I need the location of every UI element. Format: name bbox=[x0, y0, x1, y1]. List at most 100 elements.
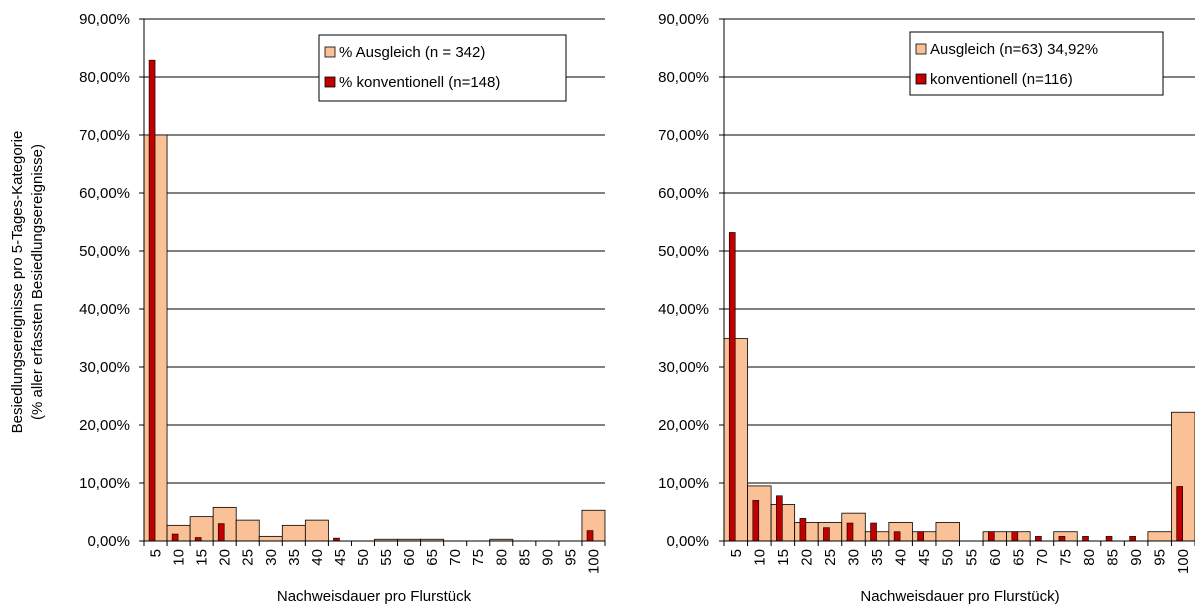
legend-box bbox=[318, 34, 567, 102]
bar-konventionell bbox=[171, 533, 179, 542]
bar-konventionell bbox=[1176, 486, 1183, 542]
x-tick-label: 20 bbox=[217, 549, 234, 566]
bar-ausgleich bbox=[888, 522, 913, 542]
legend-swatch-ausgleich bbox=[324, 46, 336, 58]
x-tick-label: 75 bbox=[470, 549, 487, 566]
bar-ausgleich bbox=[281, 524, 306, 542]
bar-ausgleich bbox=[581, 509, 606, 542]
y-tick-label: 60,00% bbox=[79, 185, 130, 202]
y-tick-label: 30,00% bbox=[658, 359, 709, 376]
x-tick-label: 60 bbox=[987, 549, 1004, 566]
left-chart: 0,00% 10,00% 20,00% 30,00% 40,00% 50,00% 60,00… bbox=[9, 11, 606, 605]
bar-konventionell bbox=[799, 518, 807, 542]
bar-konventionell bbox=[752, 500, 760, 542]
y-tick-label: 50,00% bbox=[658, 243, 709, 260]
x-tick-label: 45 bbox=[332, 549, 349, 566]
bar-konventionell bbox=[1058, 536, 1066, 542]
x-tick-label: 95 bbox=[562, 549, 579, 566]
bar-konventionell bbox=[1105, 536, 1113, 542]
y-tick-label: 70,00% bbox=[79, 127, 130, 144]
bar-konventionell bbox=[917, 531, 924, 542]
y-tick-label: 40,00% bbox=[79, 301, 130, 318]
y-axis-label: Besiedlungsereignisse pro 5-Tages-Katego… bbox=[9, 131, 26, 434]
y-tick-label: 80,00% bbox=[79, 69, 130, 86]
x-tick-label: 70 bbox=[1034, 549, 1051, 566]
bar-ausgleich bbox=[747, 485, 772, 542]
x-tick-label: 25 bbox=[240, 549, 257, 566]
x-tick-label: 90 bbox=[539, 549, 556, 566]
y-tick-label: 0,00% bbox=[666, 533, 709, 550]
x-tick-label: 45 bbox=[916, 549, 933, 566]
x-tick-label: 35 bbox=[869, 549, 886, 566]
bar-konventionell bbox=[728, 232, 736, 542]
bar-ausgleich bbox=[770, 504, 796, 542]
x-tick-label: 10 bbox=[171, 549, 188, 566]
x-tick-label: 65 bbox=[424, 549, 441, 566]
bar-konventionell bbox=[1082, 536, 1089, 542]
bar-ausgleich bbox=[864, 531, 890, 542]
bar-ausgleich bbox=[723, 338, 748, 542]
bar-ausgleich bbox=[1171, 411, 1195, 542]
x-tick-label: 20 bbox=[798, 549, 815, 566]
legend-swatch-ausgleich bbox=[915, 43, 927, 55]
bar-ausgleich bbox=[304, 519, 329, 542]
bar-konventionell bbox=[893, 531, 901, 542]
bar-ausgleich bbox=[212, 506, 237, 542]
bar-ausgleich bbox=[143, 134, 168, 542]
bar-ausgleich bbox=[258, 535, 283, 542]
x-tick-label: 5 bbox=[728, 549, 745, 557]
x-tick-label: 55 bbox=[378, 549, 395, 566]
x-tick-label: 40 bbox=[309, 549, 326, 566]
y-tick-label: 20,00% bbox=[79, 417, 130, 434]
x-tick-label: 10 bbox=[751, 549, 768, 566]
y-tick-label: 0,00% bbox=[87, 533, 130, 550]
bar-konventionell bbox=[870, 522, 877, 542]
x-tick-label: 90 bbox=[1128, 549, 1145, 566]
bar-konventionell bbox=[1011, 531, 1019, 542]
y-axis-label: (% aller erfassten Besiedlungsereignisse… bbox=[29, 144, 46, 420]
x-tick-label: 25 bbox=[822, 549, 839, 566]
bar-ausgleich bbox=[166, 524, 191, 542]
legend-box bbox=[909, 31, 1164, 96]
x-tick-label: 80 bbox=[1081, 549, 1098, 566]
y-tick-label: 60,00% bbox=[658, 185, 709, 202]
bar-ausgleich bbox=[235, 519, 260, 542]
legend-swatch-konventionell bbox=[324, 76, 336, 88]
bar-konventionell bbox=[148, 59, 156, 542]
x-tick-label: 85 bbox=[516, 549, 533, 566]
y-tick-label: 50,00% bbox=[79, 243, 130, 260]
x-tick-label: 30 bbox=[263, 549, 280, 566]
bar-ausgleich bbox=[841, 512, 866, 542]
legend-swatch-konventionell bbox=[915, 73, 927, 85]
legend-label: % Ausgleich (n = 342) bbox=[339, 44, 485, 61]
bar-ausgleich bbox=[794, 522, 819, 542]
bar-konventionell bbox=[823, 527, 830, 542]
x-tick-label: 75 bbox=[1057, 549, 1074, 566]
y-tick-label: 10,00% bbox=[658, 475, 709, 492]
y-tick-label: 80,00% bbox=[658, 69, 709, 86]
legend-label: % konventionell (n=148) bbox=[339, 74, 500, 91]
bar-ausgleich bbox=[817, 522, 843, 542]
y-tick-label: 30,00% bbox=[79, 359, 130, 376]
bar-ausgleich bbox=[982, 531, 1007, 542]
x-tick-label: 55 bbox=[963, 549, 980, 566]
x-tick-label: 50 bbox=[355, 549, 372, 566]
bar-konventionell bbox=[194, 537, 202, 542]
x-tick-label: 70 bbox=[447, 549, 464, 566]
legend-label: Ausgleich (n=63) 34,92% bbox=[930, 41, 1098, 58]
y-tick-label: 70,00% bbox=[658, 127, 709, 144]
right-chart: 0,00% 10,00% 20,00% 30,00% 40,00% 50,00% 60,00… bbox=[658, 11, 1195, 605]
x-axis-label: Nachweisdauer pro Flurstück) bbox=[860, 588, 1059, 605]
x-tick-label: 85 bbox=[1105, 549, 1122, 566]
bar-ausgleich bbox=[1147, 531, 1172, 542]
x-tick-label: 80 bbox=[493, 549, 510, 566]
bar-ausgleich bbox=[1053, 531, 1078, 542]
x-tick-label: 95 bbox=[1152, 549, 1169, 566]
bar-konventionell bbox=[217, 523, 225, 542]
bar-konventionell bbox=[1129, 536, 1136, 542]
x-axis-label: Nachweisdauer pro Flurstück bbox=[277, 588, 472, 605]
x-tick-label: 100 bbox=[1175, 549, 1192, 574]
bar-konventionell bbox=[586, 530, 594, 542]
bar-konventionell bbox=[1035, 536, 1042, 542]
bar-ausgleich bbox=[912, 531, 937, 542]
